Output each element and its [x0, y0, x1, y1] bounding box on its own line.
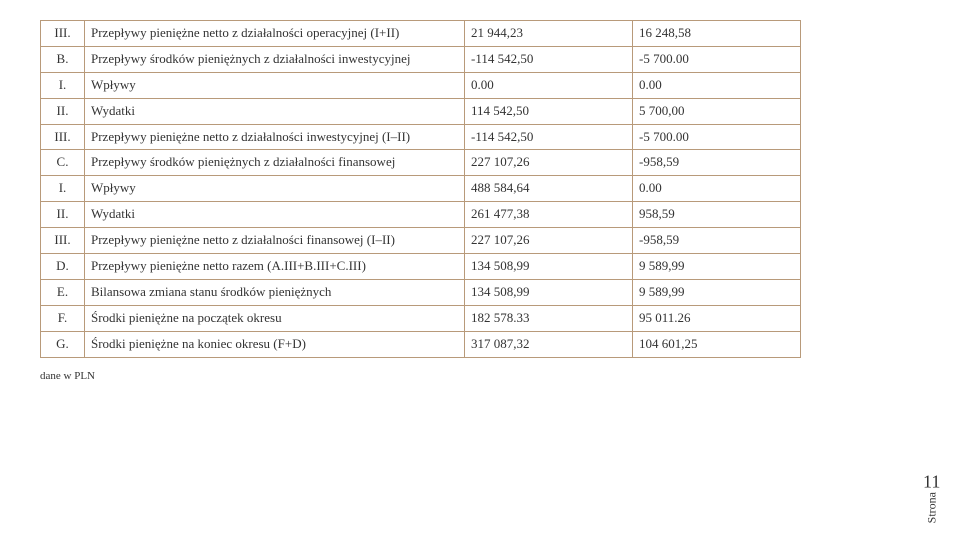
row-value-2: -958,59: [633, 150, 801, 176]
row-value-2: 104 601,25: [633, 331, 801, 357]
row-value-1: 261 477,38: [465, 202, 633, 228]
row-key: III.: [41, 124, 85, 150]
row-value-2: 16 248,58: [633, 21, 801, 47]
row-value-2: -5 700.00: [633, 124, 801, 150]
row-description: Środki pieniężne na początek okresu: [85, 305, 465, 331]
row-value-1: 134 508,99: [465, 279, 633, 305]
row-key: E.: [41, 279, 85, 305]
row-description: Wydatki: [85, 202, 465, 228]
table-row: III.Przepływy pieniężne netto z działaln…: [41, 228, 801, 254]
row-value-1: 134 508,99: [465, 254, 633, 280]
table-row: I.Wpływy0.000.00: [41, 72, 801, 98]
row-key: F.: [41, 305, 85, 331]
row-value-2: 958,59: [633, 202, 801, 228]
page-label-word: Strona: [924, 492, 938, 523]
table-row: III.Przepływy pieniężne netto z działaln…: [41, 124, 801, 150]
table-row: G.Środki pieniężne na koniec okresu (F+D…: [41, 331, 801, 357]
row-key: I.: [41, 72, 85, 98]
row-value-1: 114 542,50: [465, 98, 633, 124]
row-value-1: 317 087,32: [465, 331, 633, 357]
page-label-number: 11: [923, 471, 940, 492]
row-description: Przepływy środków pieniężnych z działaln…: [85, 150, 465, 176]
row-key: III.: [41, 21, 85, 47]
row-description: Przepływy pieniężne netto z działalności…: [85, 228, 465, 254]
row-key: B.: [41, 46, 85, 72]
row-value-2: 0.00: [633, 72, 801, 98]
row-value-1: 182 578.33: [465, 305, 633, 331]
row-key: G.: [41, 331, 85, 357]
table-row: II.Wydatki261 477,38958,59: [41, 202, 801, 228]
table-row: II.Wydatki114 542,505 700,00: [41, 98, 801, 124]
table-row: D.Przepływy pieniężne netto razem (A.III…: [41, 254, 801, 280]
row-key: II.: [41, 202, 85, 228]
table-row: III.Przepływy pieniężne netto z działaln…: [41, 21, 801, 47]
row-value-2: 9 589,99: [633, 279, 801, 305]
row-description: Bilansowa zmiana stanu środków pieniężny…: [85, 279, 465, 305]
row-value-2: 95 011.26: [633, 305, 801, 331]
row-value-1: -114 542,50: [465, 46, 633, 72]
row-value-2: 9 589,99: [633, 254, 801, 280]
row-description: Przepływy środków pieniężnych z działaln…: [85, 46, 465, 72]
row-value-2: 0.00: [633, 176, 801, 202]
row-value-1: 227 107,26: [465, 150, 633, 176]
cashflow-table: III.Przepływy pieniężne netto z działaln…: [40, 20, 801, 358]
row-value-2: -5 700.00: [633, 46, 801, 72]
page-number-label: Strona11: [923, 469, 940, 523]
row-description: Wpływy: [85, 72, 465, 98]
row-key: II.: [41, 98, 85, 124]
table-row: C.Przepływy środków pieniężnych z działa…: [41, 150, 801, 176]
row-key: C.: [41, 150, 85, 176]
row-value-2: 5 700,00: [633, 98, 801, 124]
row-value-1: -114 542,50: [465, 124, 633, 150]
row-description: Przepływy pieniężne netto z działalności…: [85, 21, 465, 47]
row-description: Wydatki: [85, 98, 465, 124]
row-description: Wpływy: [85, 176, 465, 202]
row-key: III.: [41, 228, 85, 254]
table-row: E.Bilansowa zmiana stanu środków pienięż…: [41, 279, 801, 305]
row-key: D.: [41, 254, 85, 280]
row-description: Przepływy pieniężne netto z działalności…: [85, 124, 465, 150]
row-value-2: -958,59: [633, 228, 801, 254]
table-row: F.Środki pieniężne na początek okresu182…: [41, 305, 801, 331]
row-value-1: 227 107,26: [465, 228, 633, 254]
footnote-text: dane w PLN: [40, 370, 940, 382]
row-description: Przepływy pieniężne netto razem (A.III+B…: [85, 254, 465, 280]
row-description: Środki pieniężne na koniec okresu (F+D): [85, 331, 465, 357]
row-value-1: 488 584,64: [465, 176, 633, 202]
row-value-1: 0.00: [465, 72, 633, 98]
row-key: I.: [41, 176, 85, 202]
table-row: I.Wpływy488 584,640.00: [41, 176, 801, 202]
row-value-1: 21 944,23: [465, 21, 633, 47]
table-row: B.Przepływy środków pieniężnych z działa…: [41, 46, 801, 72]
